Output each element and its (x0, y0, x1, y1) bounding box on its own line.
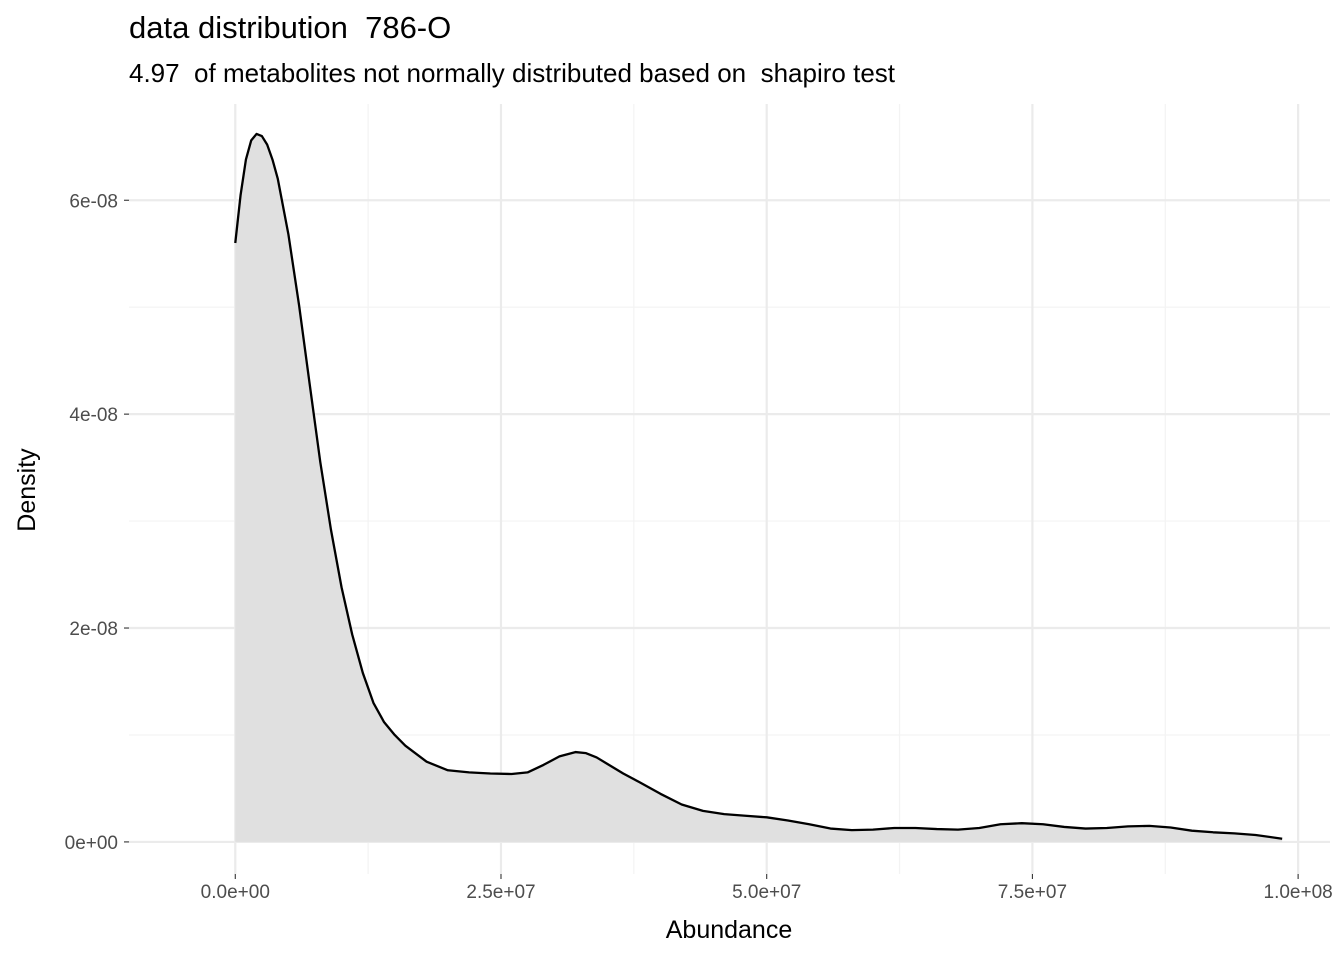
chart-title: data distribution 786-O (129, 10, 452, 45)
y-axis-title: Density (13, 448, 41, 532)
x-tick-label: 0.0e+00 (201, 882, 270, 903)
x-tick-label: 2.5e+07 (466, 882, 535, 903)
x-tick-label: 5.0e+07 (732, 882, 801, 903)
y-tick-label: 0e+00 (65, 833, 118, 854)
chart-subtitle: 4.97 of metabolites not normally distrib… (129, 58, 895, 88)
density-area (235, 133, 1283, 842)
density-line (234, 132, 1283, 840)
x-tick-label: 1.0e+08 (1264, 882, 1333, 903)
y-tick-label: 2e-08 (69, 619, 118, 640)
y-tick-label: 6e-08 (69, 191, 118, 212)
y-tick-label: 4e-08 (69, 405, 118, 426)
axis-ticks: 0.0e+00 2.5e+07 5.0e+07 7.5e+07 1.0e+08 0e+00… (65, 191, 1333, 903)
x-tick-label: 7.5e+07 (998, 882, 1067, 903)
x-axis-title: Abundance (666, 916, 793, 944)
